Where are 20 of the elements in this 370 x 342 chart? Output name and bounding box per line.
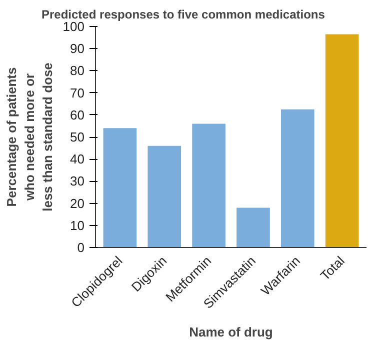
chart-title: Predicted responses to five common medications [42,8,326,22]
bar [280,109,314,248]
y-tick-label: 10 [70,218,85,233]
y-tick-label: 40 [70,152,85,167]
y-tick-label: 0 [77,240,85,255]
bar [103,128,137,248]
y-tick-label: 60 [70,107,85,122]
bar [148,146,182,248]
y-tick-label: 20 [70,196,85,211]
y-tick-label: 50 [70,130,85,144]
y-tick-label: 90 [70,41,85,56]
y-tick-label: 70 [70,85,85,100]
bar [325,34,359,248]
bar [192,124,226,248]
y-tick-label: 30 [70,174,85,189]
y-tick-label: 100 [62,19,85,34]
y-tick-label: 80 [70,63,85,78]
y-axis-title: Percentage of patients who needed more or less than standard dose [4,62,55,212]
x-axis-title: Name of drug [189,324,273,340]
bar [236,208,270,248]
